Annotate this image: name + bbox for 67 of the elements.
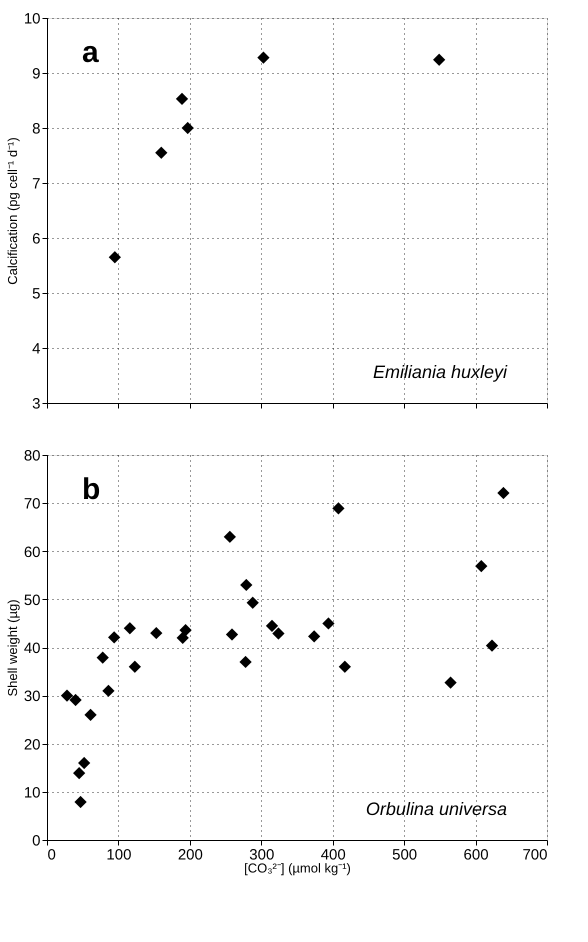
y-tick-label: 80 — [24, 448, 40, 464]
annotation: Emiliania huxleyi — [372, 362, 508, 382]
point — [96, 651, 109, 664]
y-axis-title: Shell weight (µg) — [4, 599, 20, 697]
point — [108, 251, 121, 264]
y-tick-label: 50 — [24, 592, 40, 609]
annotation: a — [82, 36, 99, 69]
point — [332, 502, 345, 515]
x-tick-label: 400 — [320, 846, 346, 864]
point — [240, 578, 252, 592]
y-tick-label: 3 — [32, 396, 40, 412]
y-tick-label: 70 — [24, 496, 40, 513]
y-tick-label: 20 — [24, 736, 40, 754]
y-tick-label: 9 — [32, 66, 40, 82]
x-tick-label: 100 — [106, 846, 132, 864]
point — [182, 122, 194, 134]
x-tick-label: 300 — [249, 846, 274, 864]
y-tick-label: 40 — [24, 640, 40, 657]
point — [176, 632, 189, 644]
y-tick-label: 5 — [32, 286, 40, 302]
y-tick-label: 60 — [24, 544, 40, 561]
y-tick-label: 7 — [32, 176, 40, 192]
point — [224, 530, 236, 543]
point — [433, 54, 446, 66]
annotation: Orbulina universa — [366, 799, 507, 819]
point — [486, 639, 498, 652]
point — [78, 756, 90, 770]
x-tick-label: 600 — [464, 846, 489, 864]
y-tick-label: 10 — [24, 10, 40, 28]
point — [246, 596, 259, 609]
point — [150, 626, 162, 640]
point — [444, 676, 457, 689]
point — [176, 92, 188, 105]
point — [179, 624, 192, 636]
point — [124, 622, 136, 634]
x-tick-label: 700 — [522, 846, 548, 864]
point — [272, 627, 285, 640]
point — [102, 684, 115, 697]
point — [74, 796, 87, 808]
point — [475, 560, 488, 572]
point — [497, 486, 510, 500]
point — [266, 620, 278, 632]
x-tick-label: 0 — [48, 846, 56, 864]
x-axis-title: [CO₃²⁻] (µmol kg⁻¹) — [244, 860, 351, 876]
point — [155, 146, 168, 159]
point — [308, 630, 320, 643]
point — [239, 656, 252, 668]
y-tick-label: 8 — [32, 120, 40, 138]
point — [226, 628, 238, 641]
y-tick-label: 30 — [24, 688, 40, 706]
point — [128, 660, 141, 673]
x-tick-label: 200 — [178, 846, 203, 864]
x-tick-label: 500 — [392, 846, 418, 864]
point — [69, 694, 82, 706]
y-tick-label: 0 — [32, 832, 40, 850]
annotation: b — [82, 473, 100, 506]
y-tick-label: 6 — [32, 230, 40, 248]
point — [322, 617, 335, 630]
point — [84, 708, 97, 721]
point — [60, 690, 74, 702]
y-tick-label: 4 — [32, 340, 40, 358]
point — [73, 766, 86, 780]
point — [257, 51, 270, 64]
point — [108, 631, 120, 644]
point — [338, 660, 351, 673]
y-tick-label: 10 — [24, 784, 40, 802]
y-axis-title: Calcification (pg cell⁻¹ d⁻¹) — [4, 137, 20, 285]
